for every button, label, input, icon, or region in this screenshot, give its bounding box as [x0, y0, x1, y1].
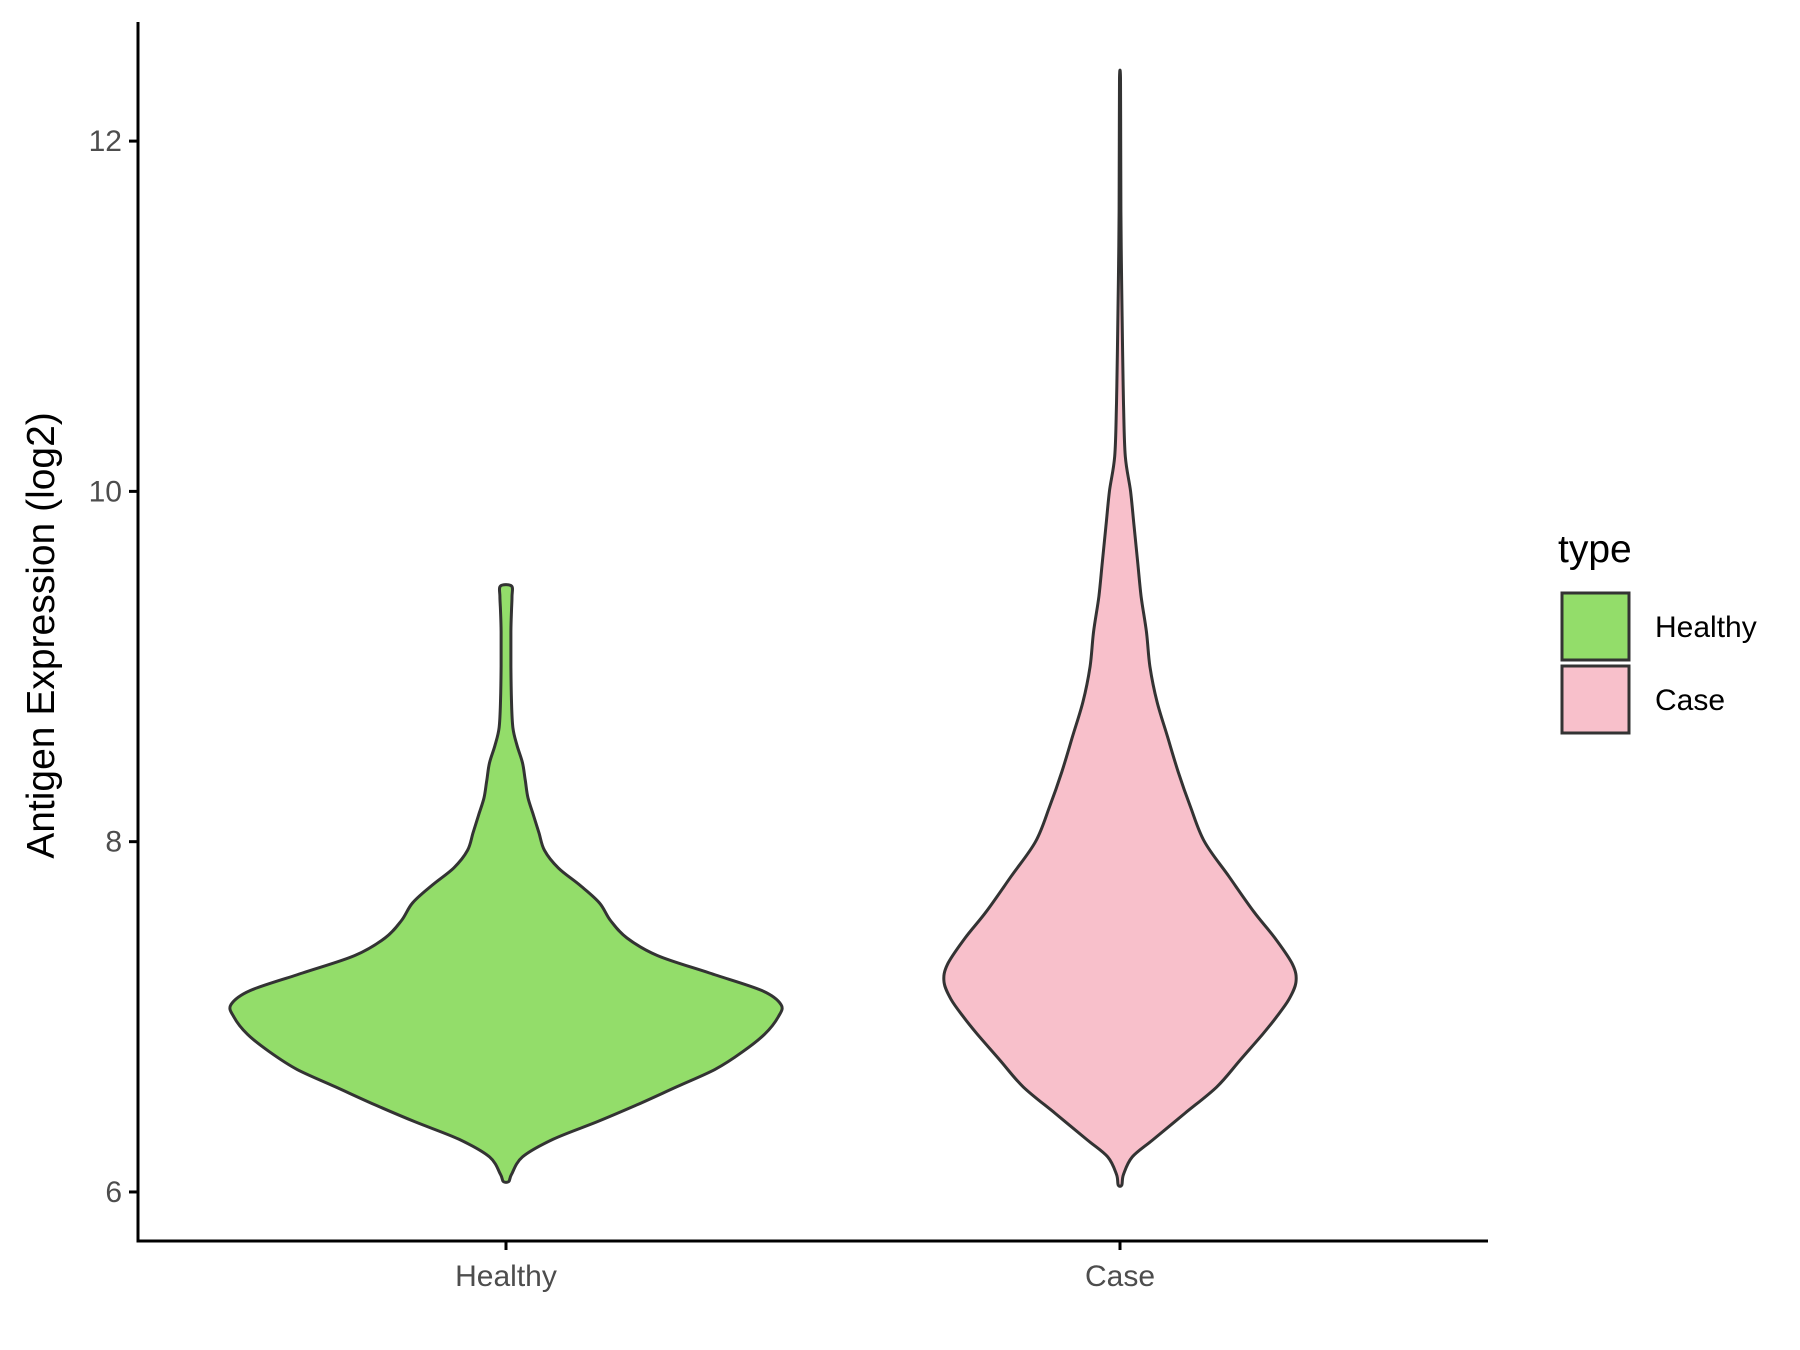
- axes: 6 8 10 12 Healthy Case: [89, 22, 1488, 1293]
- legend-title: type: [1558, 528, 1632, 571]
- y-tick-label: 8: [105, 826, 122, 859]
- violin-case: [942, 68, 1298, 1188]
- plot-area: [228, 68, 1298, 1188]
- y-tick-label: 12: [89, 125, 122, 158]
- violin-healthy: [228, 583, 784, 1184]
- legend-label-healthy: Healthy: [1655, 611, 1757, 644]
- legend: type Healthy Case: [1558, 528, 1757, 735]
- x-tick-label: Case: [1085, 1260, 1155, 1293]
- y-tick-label: 10: [89, 475, 122, 508]
- y-tick-label: 6: [105, 1176, 122, 1209]
- legend-swatch-healthy: [1560, 591, 1631, 662]
- y-axis-title: Antigen Expression (log2): [20, 412, 63, 859]
- legend-swatch-case: [1560, 664, 1631, 735]
- x-tick-label: Healthy: [455, 1260, 557, 1293]
- legend-label-case: Case: [1655, 684, 1725, 717]
